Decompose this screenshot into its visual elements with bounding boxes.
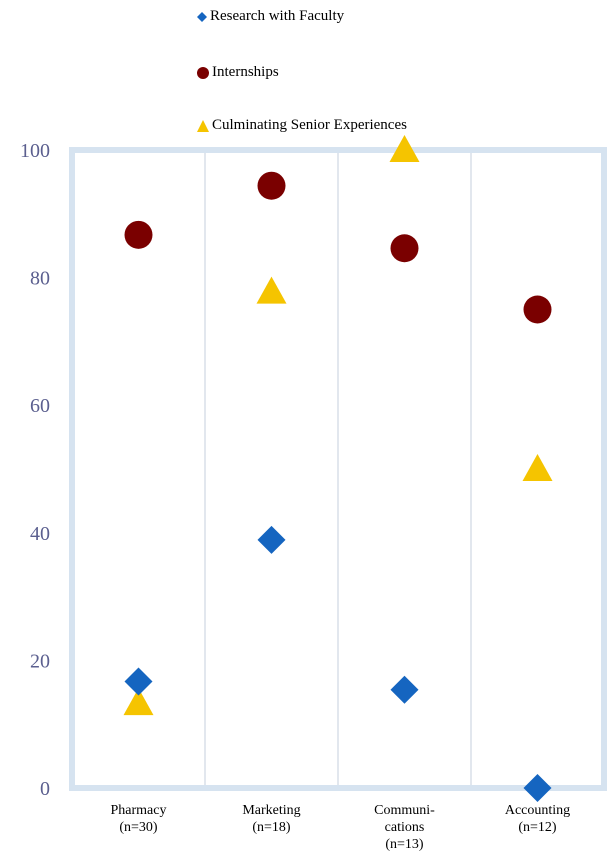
research-point [257,525,286,554]
legend-item-culminating: Culminating Senior Experiences [196,117,407,134]
y-tick-label: 20 [30,650,50,672]
internships-point [523,295,552,324]
y-tick-label: 0 [40,778,50,800]
circle-icon [197,66,209,79]
y-tick-label: 60 [30,395,50,417]
x-tick-label: Pharmacy (n=30) [111,803,167,835]
culminating-point [123,688,154,716]
legend-item-research: Research with Faculty [196,8,344,25]
legend-item-internships: Internships [196,64,279,81]
x-tick-label: Marketing (n=18) [242,803,300,835]
x-tick-label: Accounting (n=12) [505,803,570,835]
legend-label-research: Research with Faculty [210,8,345,24]
y-tick-label: 40 [30,523,50,545]
internships-point [124,220,153,249]
culminating-point [389,135,420,162]
x-tick-label: Communi-cations (n=13) [374,803,435,852]
legend-label-culminating: Culminating Senior Experiences [212,117,407,133]
research-point [124,667,153,696]
plot-frame [69,147,607,791]
internships-point [390,234,419,263]
culminating-point [522,454,553,481]
internships-point [257,171,286,200]
research-point [523,774,552,802]
legend-label-internships: Internships [212,64,279,80]
y-tick-label: 80 [30,268,50,290]
diamond-icon [197,11,207,22]
research-point [390,675,419,704]
triangle-icon [197,119,209,132]
y-tick-label: 100 [20,140,50,162]
culminating-point [256,276,287,304]
